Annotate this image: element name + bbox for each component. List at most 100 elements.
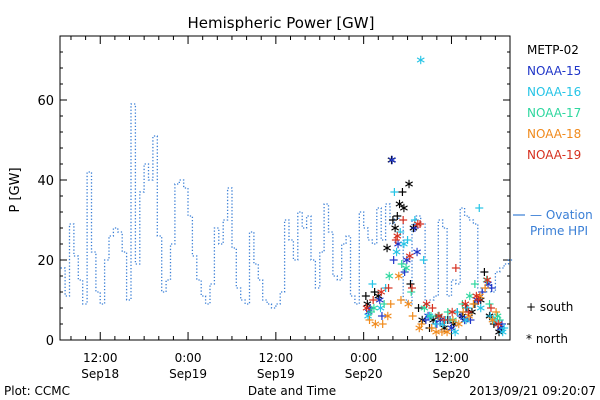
noaa-15-north-point (375, 295, 384, 305)
noaa-19-south-point (451, 264, 460, 272)
ovation-line-path (60, 103, 513, 309)
noaa-17-south-point (470, 280, 479, 288)
noaa-18-south-point (448, 316, 457, 324)
noaa-16-south-point (431, 320, 440, 328)
metp-02-south-point (361, 292, 370, 300)
noaa-19-south-point (384, 284, 393, 292)
noaa-19-north-point (422, 299, 431, 309)
legend-ovation-label: — Ovation (530, 208, 593, 222)
noaa-15-south-point (389, 256, 398, 264)
noaa-18-north-point (371, 319, 380, 329)
metp-02-south-point (398, 188, 407, 196)
legend-ovation-label-2: Prime HPI (530, 224, 588, 238)
noaa-18-south-point (365, 316, 374, 324)
noaa-15-north-point (388, 155, 397, 165)
metp-02-south-point (480, 268, 489, 276)
noaa-19-south-point (486, 304, 495, 312)
noaa-18-north-point (476, 291, 484, 301)
metp-02-south-point (388, 216, 397, 224)
noaa-19-south-point (464, 308, 473, 316)
noaa-18-north-point (488, 315, 497, 325)
metp-02-south-point (406, 280, 415, 288)
noaa-19-south-point (407, 284, 416, 292)
noaa-19-north-point (483, 275, 492, 285)
noaa-18-south-point (396, 296, 405, 304)
noaa-19-north-point (494, 319, 503, 329)
metp-02-north-point (395, 199, 404, 209)
noaa-18-north-point (443, 327, 451, 337)
noaa-17-south-point (397, 260, 406, 268)
satellite-points (361, 55, 509, 337)
x-tick-date-3: Sep20 (345, 367, 383, 381)
plot-timestamp: 2013/09/21 09:20:07 (469, 384, 596, 398)
metp-02-south-point (393, 212, 402, 220)
legend-entry-noaa-15: NOAA-15 (527, 64, 581, 78)
legend-entry-noaa-16: NOAA-16 (527, 85, 581, 99)
noaa-17-south-point (485, 300, 494, 308)
x-tick-time-3: 0:00 (350, 351, 377, 365)
legend-north-symbol: * north (526, 332, 568, 346)
x-tick-time-2: 12:00 (259, 351, 294, 365)
noaa-19-south-point (369, 296, 378, 304)
chart-title: Hemispheric Power [GW] (188, 14, 375, 32)
y-tick-label-0: 0 (46, 334, 54, 349)
legend-entry-noaa-18: NOAA-18 (527, 127, 581, 141)
noaa-19-north-point (362, 303, 371, 313)
noaa-16-south-point (475, 204, 484, 212)
noaa-18-south-point (469, 300, 478, 308)
noaa-17-south-point (443, 308, 452, 316)
noaa-17-north-point (493, 311, 502, 321)
noaa-16-north-point (489, 315, 498, 325)
noaa-19-north-point (448, 307, 457, 317)
noaa-17-north-point (465, 291, 474, 301)
noaa-16-north-point (376, 303, 385, 313)
legend-south-symbol: + south (526, 300, 573, 314)
noaa-16-north-point (416, 55, 425, 65)
noaa-16-south-point (368, 280, 377, 288)
y-tick-label-3: 60 (37, 94, 54, 109)
noaa-18-north-point (454, 319, 463, 329)
noaa-17-north-point (369, 303, 378, 313)
noaa-16-south-point (403, 236, 412, 244)
noaa-18-north-point (394, 271, 403, 281)
legend-entry-noaa-17: NOAA-17 (527, 106, 581, 120)
y-tick-label-1: 20 (37, 254, 54, 269)
noaa-19-north-point (435, 311, 443, 321)
noaa-16-north-point (438, 319, 447, 329)
noaa-17-north-point (385, 271, 394, 281)
noaa-19-south-point (428, 304, 437, 312)
noaa-16-south-point (390, 188, 399, 196)
ovation-series (60, 103, 513, 309)
noaa-18-south-point (427, 324, 436, 332)
noaa-18-north-point (432, 327, 441, 337)
metp-02-north-point (383, 243, 391, 253)
y-axis-label: P [GW] (8, 167, 23, 212)
noaa-16-north-point (451, 327, 460, 337)
noaa-18-north-point (404, 299, 413, 309)
noaa-18-south-point (386, 300, 395, 308)
noaa-15-north-point (460, 315, 469, 325)
plot-credit: Plot: CCMC (4, 384, 70, 398)
x-tick-date-4: Sep20 (433, 367, 471, 381)
noaa-16-north-point (399, 239, 408, 249)
x-axis-label: Date and Time (248, 384, 336, 398)
noaa-16-north-point (476, 303, 485, 313)
y-tick-label-2: 40 (37, 174, 54, 189)
noaa-18-south-point (408, 312, 417, 320)
noaa-16-south-point (419, 256, 428, 264)
metp-02-south-point (414, 304, 423, 312)
noaa-19-south-point (440, 316, 449, 324)
noaa-17-south-point (426, 312, 435, 320)
x-tick-time-0: 12:00 (83, 351, 118, 365)
legend-entry-noaa-19: NOAA-19 (527, 148, 581, 162)
x-axis: 12:00 Sep18 0:00 Sep19 12:00 Sep19 0:00 Sep20 12… (70, 36, 511, 381)
noaa-19-south-point (399, 216, 408, 224)
plot-area-frame (59, 35, 511, 341)
noaa-16-north-point (392, 247, 401, 257)
noaa-19-north-point (393, 231, 402, 241)
noaa-18-north-point (383, 311, 392, 321)
noaa-19-north-point (377, 287, 386, 297)
metp-02-south-point (370, 288, 379, 296)
noaa-15-south-point (377, 312, 386, 320)
